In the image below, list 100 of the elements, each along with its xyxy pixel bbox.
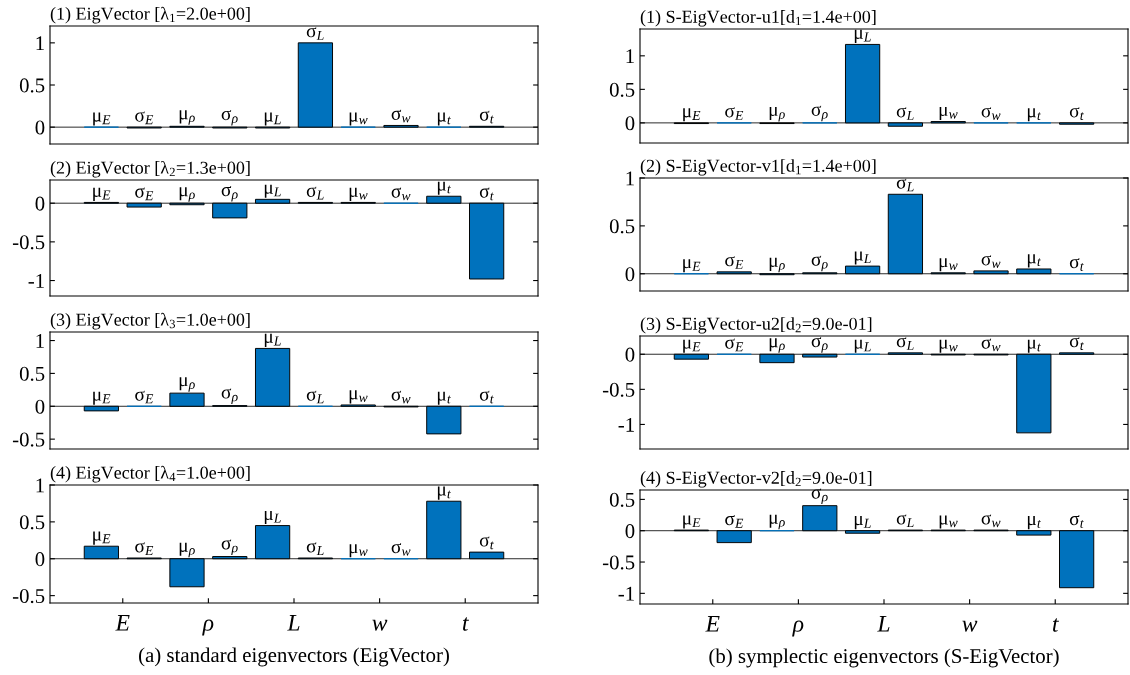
x-tick-label: μ$_{w}$ [939, 339, 958, 353]
x-tick-label: σ$_{ρ}$ [221, 110, 238, 126]
y-tick-label: -0.5 [602, 555, 635, 570]
x-tick-label: μ$_{E}$ [93, 391, 111, 405]
x-tick-label: σ$_{L}$ [896, 107, 914, 120]
y-tick-label: 1 [36, 334, 44, 348]
x-tick-label: σ$_{ρ}$ [221, 539, 238, 555]
x-tick-label: μ$_{L}$ [854, 339, 871, 353]
x-tick-label: σ$_{t}$ [479, 536, 494, 550]
x-tick-label: σ$_{t}$ [479, 390, 494, 404]
y-tick-label: 0 [35, 552, 45, 567]
x-tick-label: μ$_{w}$ [939, 258, 958, 272]
x-tick-label: μ$_{t}$ [437, 181, 451, 195]
x-tick-label: σ$_{L}$ [896, 178, 914, 192]
y-tick-label: -1 [618, 586, 634, 601]
x-tick-label: μ$_{t}$ [437, 112, 451, 126]
x-tick-label: μ$_{L}$ [854, 29, 871, 43]
x-tick-label: σ$_{E}$ [135, 390, 154, 404]
x-tick-label: μ$_{t}$ [1027, 516, 1041, 530]
y-tick-label: 0.5 [19, 78, 45, 93]
y-tick-label: 0.5 [609, 492, 635, 507]
x-tick-label: μ$_{w}$ [939, 106, 958, 121]
x-tick-label: μ$_{E}$ [683, 108, 701, 122]
text: L [287, 615, 300, 631]
x-tick-label: μ$_{ρ}$ [179, 110, 195, 125]
y-tick-label: 0.5 [609, 219, 635, 234]
x-tick-label: μ$_{t}$ [1027, 108, 1041, 122]
chart-title: (4) S-EigVector-v2[d$_{2}$=9.0e-01] [640, 471, 872, 488]
x-tick-label: σ$_{L}$ [306, 186, 324, 200]
chart-title: (3) EigVector [λ$_{3}$=1.0e+00] [50, 312, 250, 330]
x-tick-label: μ$_{ρ}$ [179, 187, 195, 202]
text: ρ [202, 619, 214, 636]
x-tick-label: σ$_{E}$ [135, 542, 154, 555]
y-tick-label: 0.5 [609, 82, 635, 97]
y-tick-label: 1 [36, 36, 44, 51]
x-tick-label: μ$_{E}$ [93, 531, 111, 545]
x-tick-label: μ$_{t}$ [437, 391, 451, 405]
x-tick-label: σ$_{L}$ [306, 27, 324, 40]
x-tick-label: σ$_{E}$ [725, 338, 744, 352]
x-tick-label: μ$_{E}$ [683, 515, 701, 529]
x-tick-label: σ$_{E}$ [725, 256, 744, 269]
y-tick-label: 1 [626, 49, 634, 64]
x-tick-label: σ$_{w}$ [391, 187, 411, 201]
x-tick-label: σ$_{E}$ [725, 515, 744, 528]
y-tick-label: -0.5 [602, 382, 635, 397]
chart-title: (2) EigVector [λ$_{2}$=1.3e+00] [50, 160, 250, 178]
x-tick-label: μ$_{t}$ [1027, 339, 1041, 353]
x-tick-label: μ$_{w}$ [349, 187, 368, 201]
x-tick-label: σ$_{ρ}$ [221, 388, 238, 405]
x-tick-label: σ$_{L}$ [306, 390, 324, 404]
y-tick-label: 0 [625, 116, 635, 131]
x-tick-label: μ$_{w}$ [349, 390, 368, 404]
x-tick-label: σ$_{ρ}$ [811, 337, 828, 353]
x-tick-label: σ$_{t}$ [1069, 258, 1084, 271]
text: ρ [792, 620, 804, 637]
x-tick-label: μ$_{L}$ [264, 333, 281, 347]
text: (b) symplectic eigenvectors (S-EigVector) [709, 648, 1059, 668]
x-tick-label: σ$_{E}$ [725, 107, 744, 120]
x-tick-label: σ$_{ρ}$ [811, 255, 828, 272]
x-tick-label: μ$_{ρ}$ [769, 106, 785, 122]
y-tick-label: 0 [625, 267, 635, 282]
x-tick-label: μ$_{t}$ [437, 486, 451, 500]
x-tick-label: σ$_{t}$ [479, 110, 494, 124]
x-tick-label: μ$_{ρ}$ [179, 542, 195, 558]
y-tick-label: 1 [626, 171, 634, 186]
x-tick-label: μ$_{ρ}$ [769, 514, 785, 530]
x-tick-label: σ$_{L}$ [896, 514, 914, 528]
y-tick-label: 1 [36, 478, 44, 493]
x-tick-label: σ$_{t}$ [1069, 515, 1084, 528]
text: t [462, 617, 469, 631]
text: t [1052, 618, 1059, 632]
x-tick-label: σ$_{ρ}$ [221, 186, 238, 202]
x-tick-label: σ$_{ρ}$ [811, 105, 828, 122]
x-tick-label: μ$_{ρ}$ [179, 377, 195, 392]
x-tick-label: μ$_{t}$ [1027, 254, 1041, 268]
chart-title: (4) EigVector [λ$_{4}$=1.0e+00] [50, 465, 250, 483]
y-tick-label: 0.5 [19, 366, 45, 381]
x-tick-label: μ$_{E}$ [683, 339, 701, 353]
text: L [877, 616, 890, 632]
y-tick-label: 0 [35, 399, 45, 414]
x-tick-label: μ$_{L}$ [854, 251, 871, 265]
y-tick-label: -1 [618, 417, 634, 432]
y-tick-label: 0 [625, 347, 635, 362]
y-tick-label: 0.5 [19, 515, 45, 530]
x-tick-label: σ$_{ρ}$ [811, 488, 828, 505]
y-tick-label: -0.5 [12, 235, 45, 250]
x-tick-label: μ$_{E}$ [93, 112, 111, 126]
text: w [962, 620, 978, 632]
y-tick-label: -0.5 [12, 432, 45, 447]
x-tick-label: σ$_{w}$ [391, 390, 411, 404]
x-tick-label: σ$_{w}$ [981, 107, 1001, 120]
chart-title: (1) S-EigVector-u1[d$_{1}$=1.4e+00] [640, 10, 876, 27]
x-tick-label: μ$_{ρ}$ [769, 257, 785, 273]
text: E [705, 616, 720, 632]
x-tick-label: σ$_{w}$ [981, 514, 1001, 528]
x-tick-label: σ$_{w}$ [981, 255, 1001, 269]
y-tick-label: 0 [625, 524, 635, 539]
text: (a) standard eigenvectors (EigVector) [139, 647, 449, 667]
text: E [115, 615, 130, 631]
x-tick-label: σ$_{t}$ [1069, 337, 1084, 350]
